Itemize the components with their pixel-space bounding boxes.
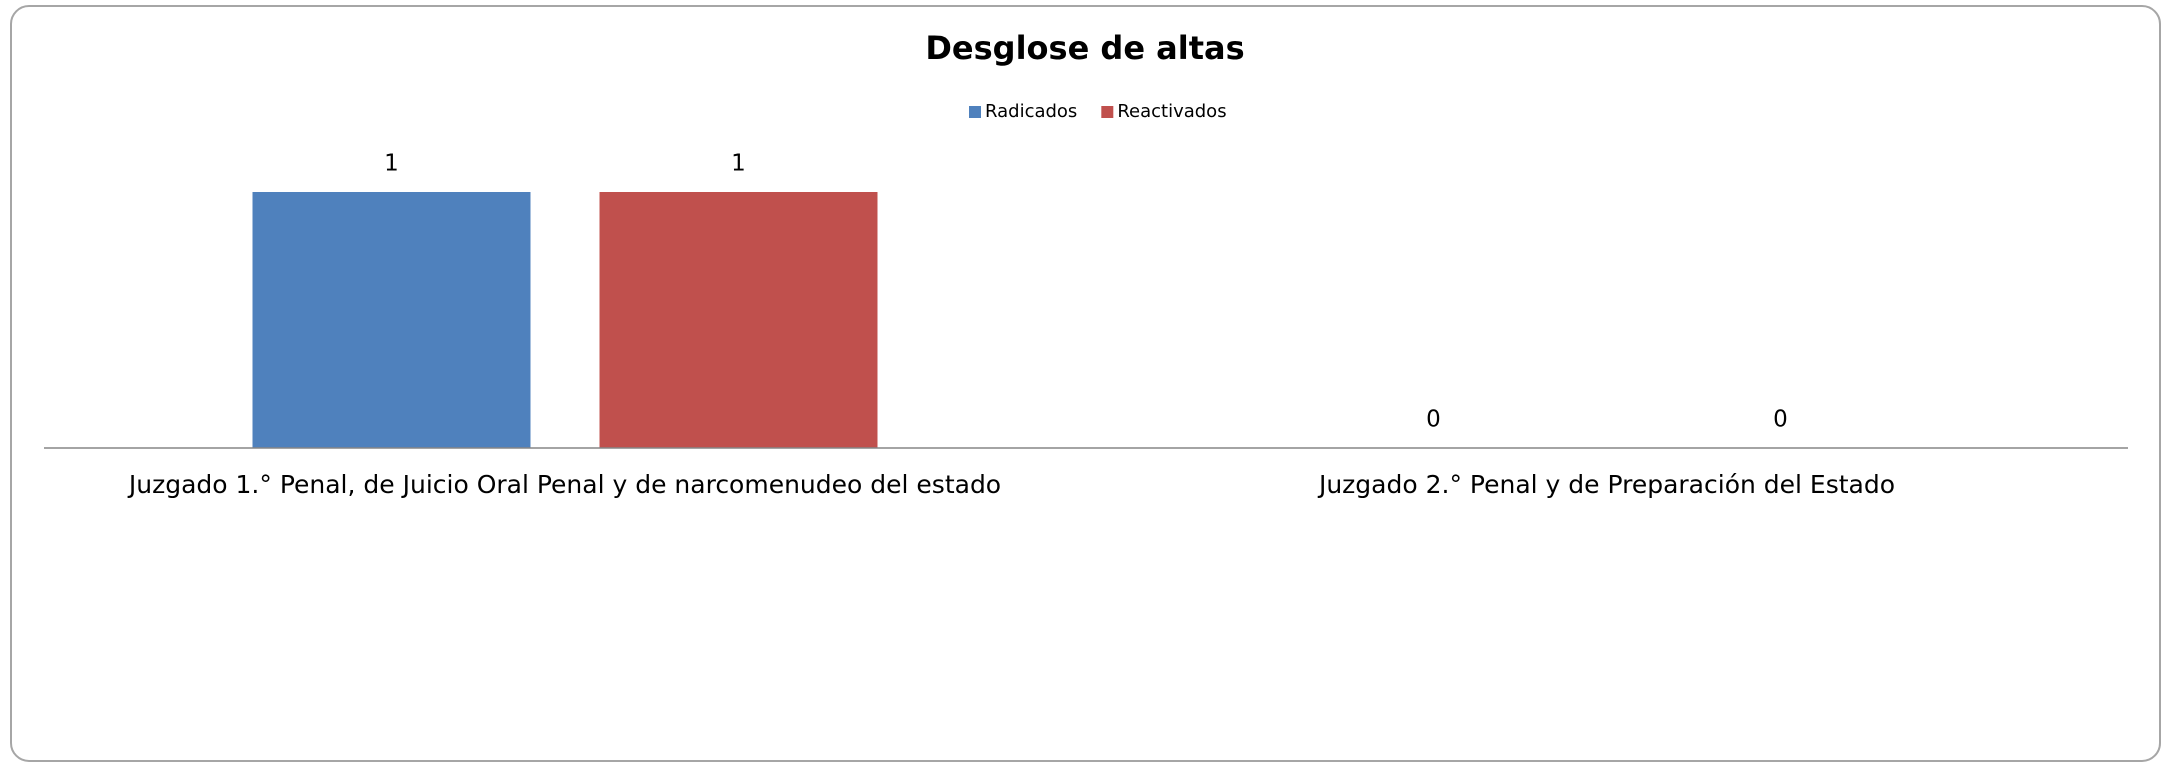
chart-border: [10, 5, 2161, 762]
chart-title: Desglose de altas: [925, 29, 1244, 67]
value-label: 0: [1426, 407, 1441, 433]
legend-swatch: [969, 106, 981, 118]
value-label: 1: [731, 151, 746, 177]
bar: [599, 192, 878, 448]
value-label: 0: [1773, 407, 1788, 433]
legend-label: Radicados: [985, 101, 1077, 122]
legend-label: Reactivados: [1117, 101, 1226, 122]
bar: [252, 192, 531, 448]
value-label: 1: [384, 151, 399, 177]
x-tick-label: Juzgado 2.° Penal y de Preparación del E…: [1317, 470, 1895, 499]
x-tick-label: Juzgado 1.° Penal, de Juicio Oral Penal …: [127, 470, 1001, 499]
legend-swatch: [1101, 106, 1114, 118]
